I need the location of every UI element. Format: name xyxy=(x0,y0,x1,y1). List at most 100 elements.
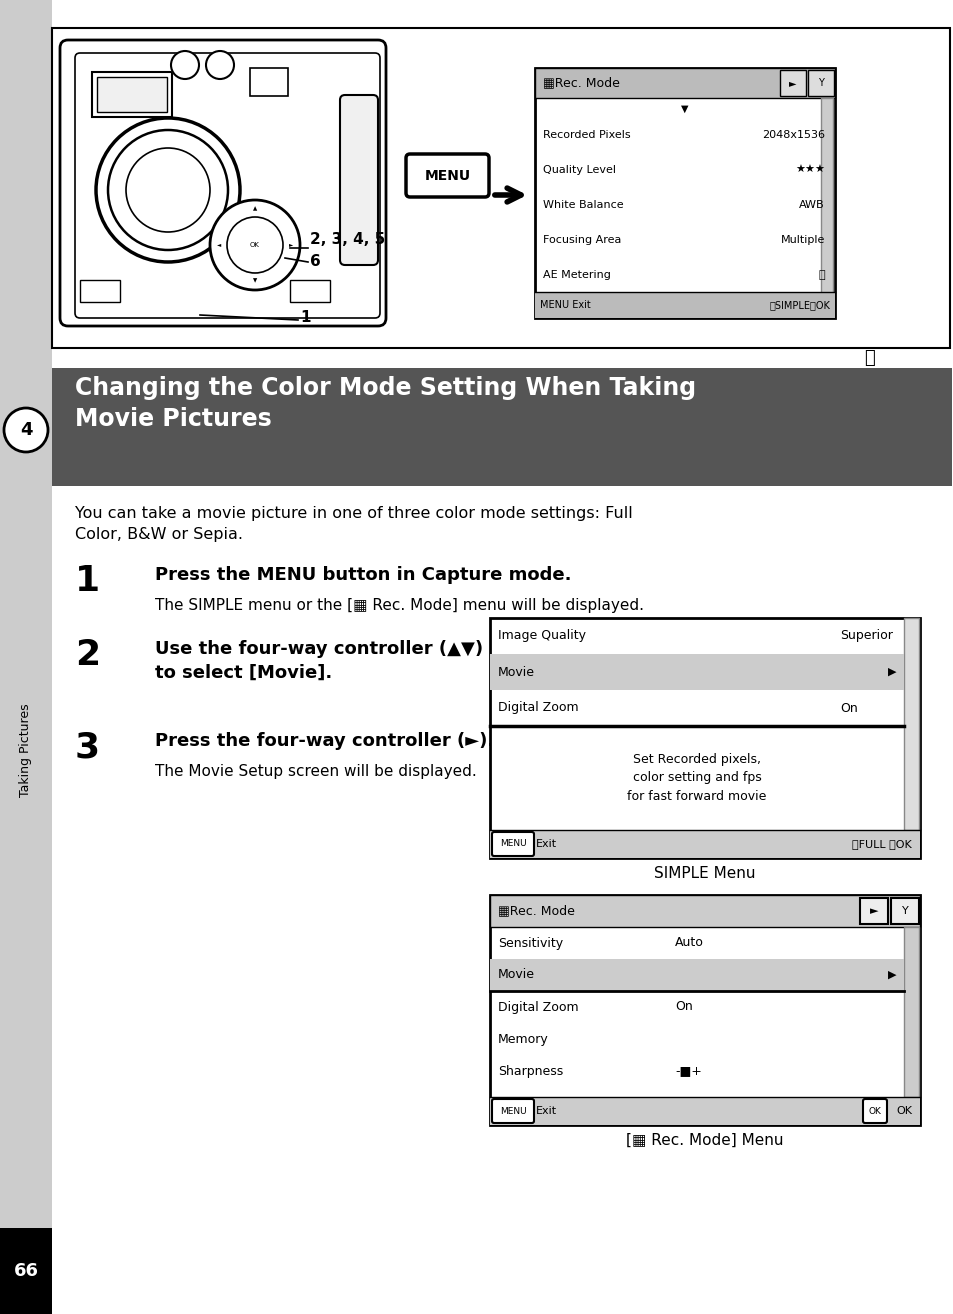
Bar xyxy=(780,70,805,96)
Bar xyxy=(903,926,918,1097)
Text: 2048x1536: 2048x1536 xyxy=(761,130,824,141)
Bar xyxy=(890,897,918,924)
Bar xyxy=(903,618,918,830)
Text: Quality Level: Quality Level xyxy=(542,166,616,175)
FancyBboxPatch shape xyxy=(492,832,534,855)
Bar xyxy=(52,28,949,348)
Text: Exit: Exit xyxy=(536,1106,557,1116)
Text: 2, 3, 4, 5: 2, 3, 4, 5 xyxy=(310,233,385,247)
Bar xyxy=(807,70,833,96)
Text: ⓇSIMPLEⓄOK: ⓇSIMPLEⓄOK xyxy=(768,300,829,310)
Bar xyxy=(821,99,832,293)
Bar xyxy=(80,280,120,302)
Text: Y: Y xyxy=(901,905,907,916)
Text: MENU: MENU xyxy=(424,170,471,183)
Bar xyxy=(490,830,919,858)
Bar xyxy=(859,897,887,924)
Bar xyxy=(490,959,903,991)
Bar xyxy=(490,654,903,690)
Text: ▶: ▶ xyxy=(887,668,895,677)
Text: [▦ Rec. Mode] Menu: [▦ Rec. Mode] Menu xyxy=(625,1133,783,1148)
Circle shape xyxy=(210,200,299,290)
Bar xyxy=(0,1229,52,1314)
Text: Changing the Color Mode Setting When Taking
Movie Pictures: Changing the Color Mode Setting When Tak… xyxy=(75,376,696,431)
Bar xyxy=(535,68,834,99)
Text: Press the MENU button in Capture mode.: Press the MENU button in Capture mode. xyxy=(154,566,571,583)
Text: -■+: -■+ xyxy=(675,1064,701,1077)
Text: 4: 4 xyxy=(20,420,32,439)
Text: AE Metering: AE Metering xyxy=(542,269,610,280)
Text: Digital Zoom: Digital Zoom xyxy=(497,702,578,715)
Text: ▦Rec. Mode: ▦Rec. Mode xyxy=(542,76,619,89)
Text: MENU Exit: MENU Exit xyxy=(539,300,590,310)
Text: Set Recorded pixels,
color setting and fps
for fast forward movie: Set Recorded pixels, color setting and f… xyxy=(627,753,766,803)
Text: On: On xyxy=(840,702,857,715)
FancyBboxPatch shape xyxy=(339,95,377,265)
Text: You can take a movie picture in one of three color mode settings: Full
Color, B&: You can take a movie picture in one of t… xyxy=(75,506,632,541)
Text: 6: 6 xyxy=(310,255,320,269)
Text: ▦Rec. Mode: ▦Rec. Mode xyxy=(497,904,575,917)
Text: ▼: ▼ xyxy=(253,279,257,284)
Text: Memory: Memory xyxy=(497,1033,548,1046)
Text: White Balance: White Balance xyxy=(542,200,623,210)
Bar xyxy=(97,78,167,112)
Text: Y: Y xyxy=(818,78,823,88)
Text: On: On xyxy=(675,1000,692,1013)
Text: Recorded Pixels: Recorded Pixels xyxy=(542,130,630,141)
Text: 1: 1 xyxy=(299,310,310,326)
Text: OK: OK xyxy=(250,242,259,248)
Circle shape xyxy=(227,217,283,273)
Text: MENU: MENU xyxy=(499,1106,526,1116)
Text: Movie: Movie xyxy=(497,665,535,678)
Text: ⓇFULL ⓄOK: ⓇFULL ⓄOK xyxy=(851,840,911,849)
Text: ▲: ▲ xyxy=(253,206,257,212)
Text: Digital Zoom: Digital Zoom xyxy=(497,1000,578,1013)
Circle shape xyxy=(108,130,228,250)
Text: 3: 3 xyxy=(75,731,100,763)
Text: OK: OK xyxy=(867,1106,881,1116)
FancyBboxPatch shape xyxy=(60,39,386,326)
Text: The SIMPLE menu or the [▦ Rec. Mode] menu will be displayed.: The SIMPLE menu or the [▦ Rec. Mode] men… xyxy=(154,598,643,614)
Bar xyxy=(290,280,330,302)
Bar xyxy=(490,618,919,858)
FancyBboxPatch shape xyxy=(862,1099,886,1123)
Text: Focusing Area: Focusing Area xyxy=(542,235,620,244)
Circle shape xyxy=(4,409,48,452)
Text: Press the four-way controller (►).: Press the four-way controller (►). xyxy=(154,732,494,750)
Text: ►: ► xyxy=(289,243,293,247)
Text: 🎥: 🎥 xyxy=(863,350,875,367)
Text: Use the four-way controller (▲▼)
to select [Movie].: Use the four-way controller (▲▼) to sele… xyxy=(154,640,482,682)
FancyBboxPatch shape xyxy=(75,53,379,318)
Text: OK: OK xyxy=(895,1106,911,1116)
Bar xyxy=(490,895,919,1125)
Text: ◄: ◄ xyxy=(216,243,221,247)
Circle shape xyxy=(96,118,240,261)
Text: 66: 66 xyxy=(13,1261,38,1280)
Text: Taking Pictures: Taking Pictures xyxy=(19,703,32,796)
Text: Image Quality: Image Quality xyxy=(497,629,585,643)
Text: ▼: ▼ xyxy=(680,104,688,114)
Text: Movie: Movie xyxy=(497,968,535,982)
Bar xyxy=(250,68,288,96)
Circle shape xyxy=(206,51,233,79)
Text: AWB: AWB xyxy=(799,200,824,210)
Text: Sharpness: Sharpness xyxy=(497,1064,562,1077)
Text: ►: ► xyxy=(869,905,878,916)
Circle shape xyxy=(171,51,199,79)
Text: 1: 1 xyxy=(75,564,100,598)
FancyBboxPatch shape xyxy=(406,154,489,197)
FancyBboxPatch shape xyxy=(492,1099,534,1123)
Text: 2: 2 xyxy=(75,639,100,671)
Bar xyxy=(490,1097,919,1125)
Bar xyxy=(52,368,951,486)
Text: Exit: Exit xyxy=(536,840,557,849)
Text: Auto: Auto xyxy=(675,937,703,950)
Bar xyxy=(91,72,172,117)
Bar xyxy=(490,895,919,926)
Text: ★★★: ★★★ xyxy=(794,166,824,175)
Bar xyxy=(535,292,834,318)
Bar xyxy=(0,0,52,1314)
Text: ►: ► xyxy=(788,78,796,88)
Circle shape xyxy=(126,148,210,233)
Bar xyxy=(535,68,834,318)
